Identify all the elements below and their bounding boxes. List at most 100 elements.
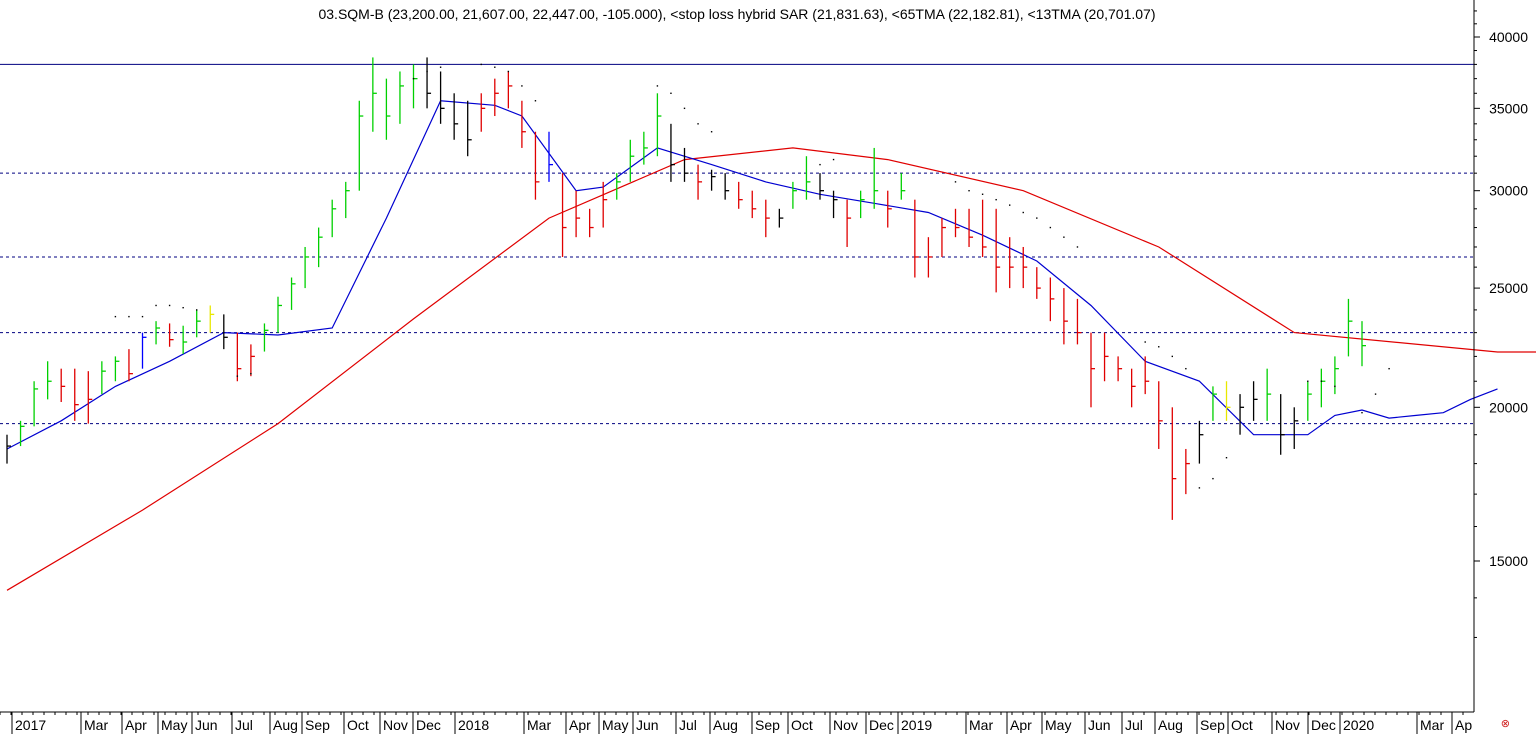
ohlc-bar	[60, 368, 66, 402]
sar-dot	[1334, 385, 1336, 388]
sar-dot	[819, 163, 821, 166]
ohlc-bar	[1117, 356, 1123, 382]
ohlc-bar	[832, 190, 838, 219]
x-tick-label: Jun	[636, 717, 659, 733]
ohlc-bar	[643, 131, 648, 165]
settings-icon[interactable]: ⊗	[1500, 718, 1510, 730]
ohlc-bar	[778, 208, 784, 228]
ohlc-bar	[1320, 368, 1326, 408]
ohlc-bar	[738, 181, 743, 209]
ohlc-bar	[507, 71, 513, 109]
ohlc-bar	[602, 181, 608, 228]
sar-dot	[1198, 487, 1201, 489]
level-lines	[0, 63, 1474, 425]
chart-title: 03.SQM-B (23,200.00, 21,607.00, 22,447.0…	[318, 6, 1156, 22]
sar-dot	[480, 63, 482, 66]
sar-dot	[412, 77, 415, 80]
x-tick-label: Sep	[305, 717, 330, 733]
ohlc-bar	[1171, 407, 1177, 520]
ohlc-bar	[1293, 407, 1299, 449]
sar-dot	[1036, 217, 1038, 219]
ohlc-bar	[101, 361, 106, 395]
ohlc-bar	[589, 208, 594, 238]
ohlc-bar	[114, 356, 120, 382]
x-tick-label: Sep	[755, 717, 780, 733]
ohlc-bar	[426, 57, 432, 109]
ohlc-bar	[47, 361, 52, 400]
ohlc-bar	[805, 156, 811, 200]
ohlc-bar	[399, 71, 404, 124]
ohlc-bar	[1280, 394, 1285, 455]
ohlc-bar	[141, 332, 147, 369]
ohlc-bar	[74, 368, 79, 421]
sar-dot	[832, 158, 835, 161]
ohlc-bar	[467, 100, 472, 157]
sar-dots	[114, 63, 1390, 489]
y-tick-label: 30000	[1489, 183, 1528, 199]
sar-dot	[439, 66, 442, 68]
ohlc-bar	[331, 199, 337, 238]
sar-dot	[1320, 380, 1323, 382]
ohlc-bar	[209, 305, 215, 333]
sar-dot	[128, 315, 130, 318]
x-tick-label: Apr	[125, 717, 147, 733]
ohlc-bar	[19, 420, 25, 447]
ohlc-bar	[33, 381, 39, 427]
ohlc-bar	[480, 93, 486, 132]
ohlc-bar	[710, 169, 716, 191]
sar-dot	[1049, 226, 1052, 229]
sar-dot	[1063, 236, 1065, 238]
ohlc-bar	[860, 190, 865, 219]
ohlc-bar	[697, 164, 703, 200]
sar-dot	[494, 66, 496, 68]
sar-dot	[534, 100, 537, 102]
sar-dot	[155, 304, 157, 307]
ohlc-bar	[1252, 381, 1258, 421]
sar-dot	[1009, 204, 1011, 206]
ohlc-bar	[6, 434, 11, 464]
x-tick-label: Jul	[1125, 717, 1143, 733]
x-tick-label: Aug	[713, 717, 738, 733]
ohlc-bar	[290, 277, 296, 310]
series-line-65TMA	[6, 147, 1536, 591]
sar-dot	[981, 193, 984, 195]
ohlc-bar	[263, 323, 269, 352]
y-tick-label: 25000	[1489, 280, 1528, 296]
x-tick-label: 2018	[458, 717, 489, 733]
sar-dot	[1171, 355, 1173, 358]
ohlc-bar	[751, 190, 757, 219]
sar-dot	[1361, 411, 1363, 414]
x-tick-label: 2019	[901, 717, 932, 733]
sar-dot	[1144, 341, 1146, 343]
ohlc-bar	[683, 147, 689, 182]
ohlc-bar	[941, 218, 946, 257]
x-tick-label: Jun	[1088, 717, 1111, 733]
moving-averages	[6, 100, 1536, 591]
series-line-13TMA	[6, 100, 1498, 450]
ohlc-bar	[873, 147, 879, 209]
sar-dot	[236, 375, 239, 377]
ohlc-bar	[1212, 386, 1217, 421]
y-tick-label: 20000	[1489, 399, 1528, 415]
ohlc-bar	[1022, 246, 1028, 289]
sar-dot	[521, 85, 523, 87]
ohlc-bar	[1103, 332, 1109, 382]
sar-dot	[683, 107, 686, 110]
x-tick-label: 2017	[15, 717, 46, 733]
ohlc-bar	[548, 131, 553, 182]
sar-dot	[710, 131, 713, 133]
ohlc-bar	[182, 325, 188, 354]
ohlc-bar	[575, 190, 581, 238]
ohlc-bar	[561, 173, 567, 257]
ohlc-bar	[995, 208, 1001, 293]
ohlc-bar	[223, 314, 228, 350]
ohlc-bar	[534, 131, 540, 200]
x-tick-label: Apr	[1010, 717, 1032, 733]
x-tick-label: Sep	[1200, 717, 1225, 733]
x-tick-label: Dec	[869, 717, 894, 733]
ohlc-bar	[1225, 381, 1231, 421]
ohlc-bar	[914, 199, 919, 278]
x-tick-label: Mar	[84, 717, 108, 733]
